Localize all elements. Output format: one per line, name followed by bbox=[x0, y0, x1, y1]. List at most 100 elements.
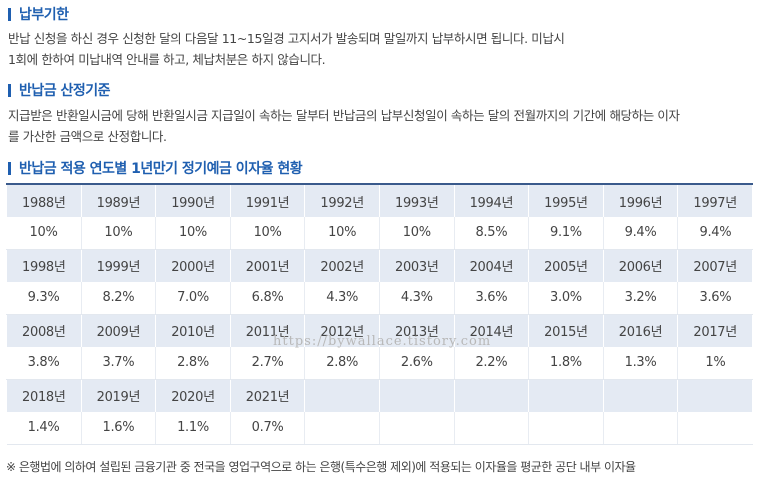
rate-cell: 10% bbox=[6, 217, 82, 250]
year-cell bbox=[602, 379, 679, 412]
year-cell: 1995년 bbox=[528, 184, 604, 217]
rate-cell bbox=[602, 412, 679, 445]
rate-cell: 3.7% bbox=[80, 347, 157, 380]
table-rate-row: 1.4% 1.6% 1.1% 0.7% bbox=[6, 412, 753, 445]
rate-cell: 6.8% bbox=[229, 282, 306, 315]
rate-cell: 1.8% bbox=[528, 347, 604, 380]
rate-cell: 7.0% bbox=[155, 282, 231, 315]
year-cell: 1998년 bbox=[6, 249, 82, 282]
year-cell: 2020년 bbox=[155, 379, 231, 412]
year-cell: 2008년 bbox=[6, 314, 82, 347]
year-cell: 2015년 bbox=[528, 314, 604, 347]
rate-cell: 10% bbox=[80, 217, 157, 250]
rate-cell: 2.7% bbox=[229, 347, 306, 380]
rate-cell: 3.6% bbox=[677, 282, 753, 315]
section-title-calculation-basis: 반납금 산정기준 bbox=[8, 80, 111, 100]
table-year-row: 1998년 1999년 2000년 2001년 2002년 2003년 2004년 2005년… bbox=[6, 249, 753, 282]
year-cell bbox=[378, 379, 455, 412]
table-rate-row: 10% 10% 10% 10% 10% 10% 8.5% 9.1% 9.4% 9.4% bbox=[6, 217, 753, 250]
year-cell: 2009년 bbox=[80, 314, 157, 347]
rate-cell: 9.1% bbox=[528, 217, 604, 250]
year-cell: 2002년 bbox=[304, 249, 380, 282]
paragraph-line: 반납 신청을 하신 경우 신청한 달의 다음달 11~15일경 고지서가 발송되… bbox=[8, 31, 565, 46]
rate-cell: 9.3% bbox=[6, 282, 82, 315]
table-rate-row: 9.3% 8.2% 7.0% 6.8% 4.3% 4.3% 3.6% 3.0% 3.2% 3.6% bbox=[6, 282, 753, 315]
table-rate-row: 3.8% 3.7% 2.8% 2.7% 2.8% 2.6% 2.2% 1.8% 1.3% 1% bbox=[6, 347, 753, 380]
calculation-basis-paragraph: 지급받은 반환일시금에 당해 반환일시금 지급일이 속하는 달부터 반납금의 납… bbox=[8, 105, 752, 147]
year-cell: 1991년 bbox=[229, 184, 306, 217]
rate-cell: 8.5% bbox=[453, 217, 530, 250]
rate-cell bbox=[453, 412, 530, 445]
year-cell bbox=[528, 379, 604, 412]
year-cell bbox=[677, 379, 753, 412]
year-cell: 2003년 bbox=[378, 249, 455, 282]
section-title-text: 납부기한 bbox=[19, 7, 69, 23]
rate-cell: 10% bbox=[378, 217, 455, 250]
title-bar-marker bbox=[8, 7, 11, 21]
title-bar-marker bbox=[8, 161, 11, 175]
year-cell: 2012년 bbox=[304, 314, 380, 347]
year-cell: 1994년 bbox=[453, 184, 530, 217]
rate-cell: 4.3% bbox=[304, 282, 380, 315]
year-cell: 1988년 bbox=[6, 184, 82, 217]
interest-rate-table: 1988년 1989년 1990년 1991년 1992년 1993년 1994년 1995년… bbox=[6, 183, 753, 445]
year-cell: 1990년 bbox=[155, 184, 231, 217]
year-cell: 2017년 bbox=[677, 314, 753, 347]
year-cell: 1993년 bbox=[378, 184, 455, 217]
rate-cell: 0.7% bbox=[229, 412, 306, 445]
title-bar-marker bbox=[8, 83, 11, 97]
rate-cell: 3.8% bbox=[6, 347, 82, 380]
rate-cell: 3.2% bbox=[602, 282, 679, 315]
rate-cell: 10% bbox=[304, 217, 380, 250]
year-cell: 2019년 bbox=[80, 379, 157, 412]
year-cell: 2021년 bbox=[229, 379, 306, 412]
rate-cell: 1.1% bbox=[155, 412, 231, 445]
rate-cell: 1.6% bbox=[80, 412, 157, 445]
year-cell: 1997년 bbox=[677, 184, 753, 217]
table-year-row: 2008년 2009년 2010년 2011년 2012년 2013년 2014년 2015년… bbox=[6, 314, 753, 347]
year-cell bbox=[304, 379, 380, 412]
table-year-row: 1988년 1989년 1990년 1991년 1992년 1993년 1994년 1995년… bbox=[6, 184, 753, 217]
year-cell: 2014년 bbox=[453, 314, 530, 347]
year-cell: 1996년 bbox=[602, 184, 679, 217]
rate-cell: 9.4% bbox=[602, 217, 679, 250]
rate-cell: 1.3% bbox=[602, 347, 679, 380]
year-cell: 1989년 bbox=[80, 184, 157, 217]
rate-cell: 2.2% bbox=[453, 347, 530, 380]
payment-deadline-paragraph: 반납 신청을 하신 경우 신청한 달의 다음달 11~15일경 고지서가 발송되… bbox=[8, 28, 752, 70]
section-title-interest-rates: 반납금 적용 연도별 1년만기 정기예금 이자율 현황 bbox=[8, 158, 303, 178]
year-cell: 2005년 bbox=[528, 249, 604, 282]
year-cell: 2011년 bbox=[229, 314, 306, 347]
year-cell: 2001년 bbox=[229, 249, 306, 282]
rate-cell: 1.4% bbox=[6, 412, 82, 445]
year-cell bbox=[453, 379, 530, 412]
rate-cell bbox=[304, 412, 380, 445]
section-title-text: 반납금 적용 연도별 1년만기 정기예금 이자율 현황 bbox=[19, 161, 303, 177]
rate-cell: 9.4% bbox=[677, 217, 753, 250]
rate-cell bbox=[528, 412, 604, 445]
rate-cell: 10% bbox=[229, 217, 306, 250]
year-cell: 2016년 bbox=[602, 314, 679, 347]
rate-cell: 2.8% bbox=[155, 347, 231, 380]
rate-cell: 8.2% bbox=[80, 282, 157, 315]
rate-cell: 10% bbox=[155, 217, 231, 250]
year-cell: 2007년 bbox=[677, 249, 753, 282]
year-cell: 1999년 bbox=[80, 249, 157, 282]
paragraph-line: 1회에 한하여 미납내역 안내를 하고, 체납처분은 하지 않습니다. bbox=[8, 52, 326, 67]
table-year-row: 2018년 2019년 2020년 2021년 bbox=[6, 379, 753, 412]
paragraph-line: 를 가산한 금액으로 산정합니다. bbox=[8, 129, 167, 144]
rate-cell: 2.8% bbox=[304, 347, 380, 380]
rate-cell bbox=[378, 412, 455, 445]
year-cell: 2018년 bbox=[6, 379, 82, 412]
rate-cell: 4.3% bbox=[378, 282, 455, 315]
year-cell: 1992년 bbox=[304, 184, 380, 217]
rate-cell bbox=[677, 412, 753, 445]
year-cell: 2006년 bbox=[602, 249, 679, 282]
section-title-text: 반납금 산정기준 bbox=[19, 83, 111, 99]
rate-cell: 2.6% bbox=[378, 347, 455, 380]
rate-cell: 1% bbox=[677, 347, 753, 380]
year-cell: 2010년 bbox=[155, 314, 231, 347]
year-cell: 2013년 bbox=[378, 314, 455, 347]
rate-cell: 3.0% bbox=[528, 282, 604, 315]
rate-cell: 3.6% bbox=[453, 282, 530, 315]
